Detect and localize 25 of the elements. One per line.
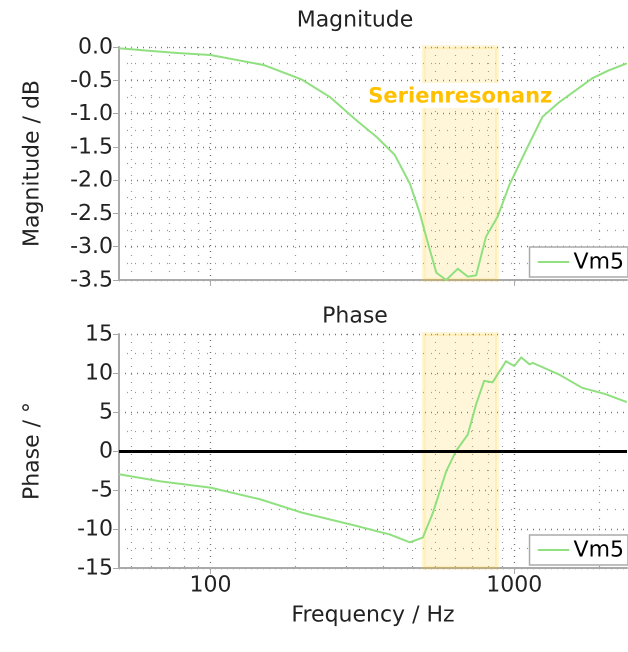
legend-label: Vm5: [574, 538, 624, 562]
legend-label: Vm5: [574, 250, 624, 274]
y-tick-label: -10: [77, 516, 113, 542]
y-tick-label: 5: [99, 400, 113, 424]
y-tick-label: -1.0: [70, 101, 113, 126]
y-axis-title: Magnitude / dB: [20, 80, 44, 248]
y-tick-label: 0.0: [78, 34, 113, 60]
x-tick-label: 1000: [486, 572, 542, 598]
y-tick-label: -2.0: [70, 168, 113, 193]
y-tick-label: -0.5: [70, 68, 113, 93]
y-tick-label: -5: [91, 478, 113, 502]
y-tick-label: 15: [85, 322, 113, 346]
y-tick-label: -15: [77, 556, 113, 580]
chart-title: Magnitude: [296, 8, 414, 32]
y-axis-title: Phase / °: [20, 402, 44, 500]
y-tick-label: -2.5: [70, 200, 113, 226]
y-tick-label: -1.5: [70, 134, 113, 160]
y-tick-label: -3.0: [70, 234, 113, 260]
x-axis-title: Frequency / Hz: [291, 602, 455, 628]
y-tick-label: -3.5: [70, 268, 113, 292]
y-tick-label: 0: [99, 438, 113, 464]
chart-title: Phase: [322, 304, 388, 328]
y-tick-label: 10: [85, 360, 113, 386]
band-label: Serienresonanz: [368, 84, 552, 108]
x-tick-label: 100: [189, 572, 232, 598]
